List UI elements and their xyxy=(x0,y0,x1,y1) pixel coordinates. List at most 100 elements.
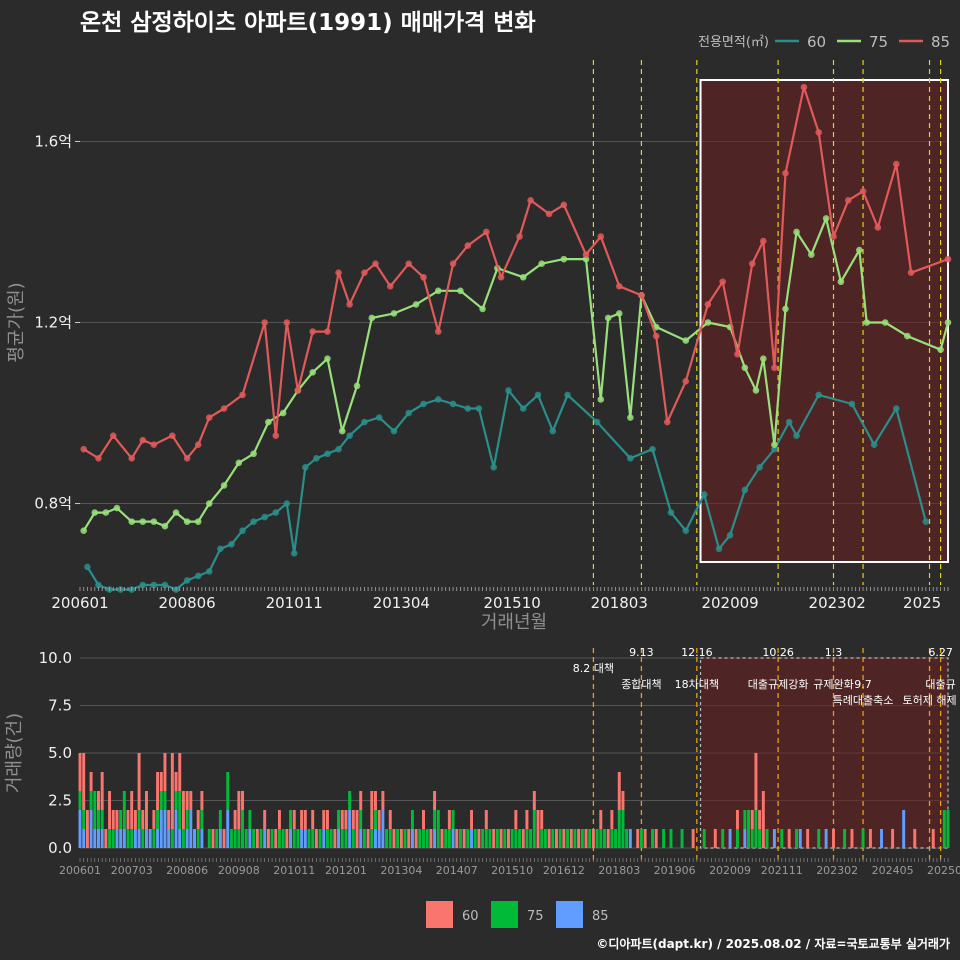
data-point-75 xyxy=(161,522,169,530)
bar-segment-85 xyxy=(743,829,747,848)
data-point-85 xyxy=(615,282,623,290)
bar-segment-75 xyxy=(229,829,233,848)
x-tick-label: 201011 xyxy=(266,594,323,612)
bar-segment-75 xyxy=(566,829,570,848)
bar-segment-75 xyxy=(843,829,847,848)
data-point-60 xyxy=(183,577,191,584)
bar-segment-60 xyxy=(377,810,381,829)
x-tick-label-volume: 202111 xyxy=(761,864,803,877)
y-tick-label-volume: 2.5 xyxy=(48,792,72,810)
data-point-60 xyxy=(700,491,708,498)
x-tick-label-volume: 201612 xyxy=(543,864,585,877)
bar-segment-60 xyxy=(141,810,145,829)
bar-segment-75 xyxy=(156,810,160,829)
bar-segment-75 xyxy=(510,829,514,848)
bar-segment-60 xyxy=(100,772,104,810)
data-point-60 xyxy=(726,531,734,539)
data-point-85 xyxy=(830,233,837,240)
bar-segment-60 xyxy=(643,829,647,848)
bar-segment-85 xyxy=(193,829,196,848)
bar-segment-75 xyxy=(396,829,400,848)
data-point-60 xyxy=(346,432,353,439)
bar-segment-60 xyxy=(577,829,581,848)
bar-segment-85 xyxy=(289,829,293,848)
bar-segment-85 xyxy=(167,829,171,848)
data-point-85 xyxy=(309,328,316,335)
bar-segment-85 xyxy=(82,829,86,848)
bar-segment-75 xyxy=(159,791,163,810)
x-tick-label: 201803 xyxy=(591,594,648,612)
bar-segment-75 xyxy=(344,829,348,848)
bar-segment-75 xyxy=(780,829,784,848)
bar-segment-85 xyxy=(798,829,802,848)
bar-segment-75 xyxy=(525,829,529,848)
bar-segment-75 xyxy=(422,829,425,848)
data-point-60 xyxy=(361,418,368,426)
data-point-85 xyxy=(782,169,789,177)
bar-segment-60 xyxy=(96,791,100,810)
bar-segment-60 xyxy=(484,810,488,829)
data-point-75 xyxy=(519,273,527,281)
bar-segment-60 xyxy=(562,829,566,848)
bar-segment-75 xyxy=(78,791,82,810)
bar-segment-60 xyxy=(82,753,86,810)
data-point-75 xyxy=(904,332,911,340)
legend-label-volume-85: 85 xyxy=(592,909,609,924)
bar-segment-60 xyxy=(108,791,112,829)
bar-segment-75 xyxy=(281,829,285,848)
data-point-85 xyxy=(545,210,553,218)
bar-segment-85 xyxy=(381,810,385,848)
bar-segment-75 xyxy=(241,810,244,848)
data-point-75 xyxy=(863,319,871,326)
data-point-85 xyxy=(892,160,900,168)
bar-segment-85 xyxy=(263,829,267,848)
data-point-75 xyxy=(150,518,158,525)
bar-segment-75 xyxy=(518,829,522,848)
policy-annotation: 9.13 xyxy=(629,646,654,659)
bar-segment-75 xyxy=(374,810,377,829)
chart-title: 온천 삼정하이츠 아파트(1991) 매매가격 변화 xyxy=(80,10,536,36)
bar-segment-75 xyxy=(178,791,182,829)
bar-segment-85 xyxy=(89,810,93,848)
data-point-75 xyxy=(937,346,944,353)
data-point-85 xyxy=(386,282,394,290)
bar-segment-75 xyxy=(447,829,451,848)
bar-segment-85 xyxy=(78,810,82,848)
data-point-85 xyxy=(405,260,413,267)
bar-segment-60 xyxy=(314,829,318,848)
legend-label-85: 85 xyxy=(931,33,950,51)
data-point-60 xyxy=(848,400,856,408)
x-tick-label-volume: 202009 xyxy=(709,864,751,877)
bar-segment-75 xyxy=(861,829,865,848)
bar-segment-75 xyxy=(108,829,112,848)
data-point-85 xyxy=(434,328,442,335)
bar-segment-60 xyxy=(111,810,115,829)
bar-segment-60 xyxy=(322,810,326,829)
bar-segment-85 xyxy=(122,829,126,848)
data-point-85 xyxy=(734,350,741,358)
data-point-60 xyxy=(139,581,147,589)
data-point-75 xyxy=(881,319,889,326)
bar-segment-75 xyxy=(451,810,455,829)
bar-segment-85 xyxy=(148,829,152,848)
bar-segment-60 xyxy=(137,753,141,810)
data-point-60 xyxy=(519,405,527,412)
data-point-75 xyxy=(338,427,346,435)
bar-segment-85 xyxy=(451,829,455,848)
x-tick-label-volume: 201803 xyxy=(598,864,640,877)
bar-segment-75 xyxy=(244,829,248,848)
data-point-60 xyxy=(549,427,557,435)
bar-segment-85 xyxy=(248,829,252,848)
bar-segment-60 xyxy=(735,810,739,829)
data-point-60 xyxy=(150,581,158,589)
bar-segment-75 xyxy=(484,829,488,848)
bar-segment-75 xyxy=(289,810,293,829)
source-caption: ©디아파트(dapt.kr) / 2025.08.02 / 자료=국토교통부 실… xyxy=(596,936,950,951)
bar-segment-75 xyxy=(603,829,606,848)
bar-segment-60 xyxy=(477,829,481,848)
data-point-85 xyxy=(95,454,102,462)
bar-segment-60 xyxy=(222,829,226,848)
policy-annotation: 대출규제강화 xyxy=(748,678,809,691)
bar-segment-60 xyxy=(181,791,185,829)
data-point-75 xyxy=(183,518,191,525)
